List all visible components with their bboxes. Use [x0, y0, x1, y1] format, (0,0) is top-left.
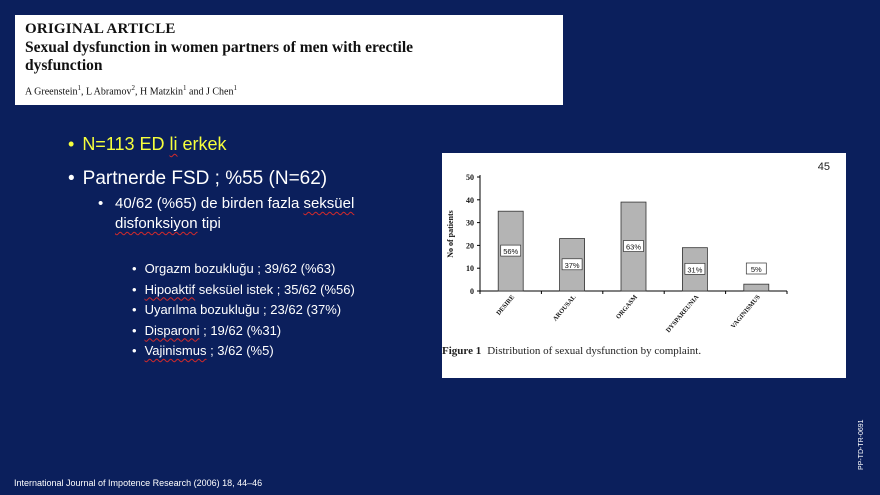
article-title: Sexual dysfunction in women partners of … [25, 39, 414, 74]
document-code: PP-TD-TR-0691 [858, 419, 865, 470]
y-tick-label: 30 [466, 219, 474, 228]
x-tick-label: VAGINISMUS [730, 293, 762, 330]
data-label-box [745, 262, 767, 275]
dysfunction-subitem: • Uyarılma bozukluğu ; 23/62 (37%) [132, 302, 342, 317]
data-label: 63% [626, 243, 641, 252]
citation-footer: International Journal of Impotence Resea… [14, 478, 263, 488]
subitem-term: Disparoni [144, 322, 200, 338]
dysfunction-subitem: • Orgazm bozukluğu ; 39/62 (%63) [132, 261, 336, 276]
subitem-text: seksüel istek ; 35/62 (%56) [195, 281, 355, 297]
data-label-box [623, 240, 644, 252]
bar [743, 283, 770, 292]
y-axis-label: No of patients [446, 210, 455, 258]
data-label-box [684, 262, 706, 275]
data-label-box [561, 258, 583, 271]
dysfunction-subitem: • Hipoaktif seksüel istek ; 35/62 (%56) [132, 281, 355, 297]
data-label: 5% [751, 265, 762, 274]
x-tick-label: ORGASM [615, 294, 639, 321]
x-tick-label: DYSPAREUNIA [665, 294, 701, 335]
data-label-box [500, 244, 522, 257]
figure-caption: Figure 1 Distribution of sexual dysfuncti… [442, 345, 702, 357]
article-header: ORIGINAL ARTICLE Sexual dysfunction in w… [15, 15, 563, 105]
x-tick-label: DESIRE [495, 294, 516, 317]
bullet-multiple-dysfunction: • 40/62 (%65) de birden fazla seksüel di… [98, 195, 355, 232]
y-tick-label: 10 [466, 264, 474, 273]
data-label: 56% [503, 247, 518, 256]
subitem-text: Uyarılma bozukluğu ; 23/62 (37%) [144, 302, 342, 317]
y-tick-label: 0 [470, 287, 474, 296]
x-tick-label: AROUSAL [552, 293, 578, 322]
subitem-term: Hipoaktif [144, 281, 196, 297]
dysfunction-subitem: • Vajinismus ; 3/62 (%5) [132, 343, 274, 358]
data-label: 31% [687, 265, 702, 274]
bullet-fsd-prevalence: • Partnerde FSD ; %55 (N=62) [68, 168, 328, 189]
subitem-text: Orgazm bozukluğu ; 39/62 (%63) [144, 261, 336, 276]
bar-chart: 45 0 10 20 30 40 50 No of patients 56% DESIRE 37% A… [446, 161, 830, 335]
subitem-text: ; 3/62 (%5) [206, 343, 274, 358]
page-number: 45 [818, 161, 830, 173]
y-tick-label: 40 [466, 196, 474, 205]
data-label: 37% [565, 261, 580, 270]
bullet-sample-size: • N=113 ED li erkek [68, 134, 227, 154]
dysfunction-subitem: • Disparoni ; 19/62 (%31) [132, 322, 282, 338]
y-tick-label: 50 [466, 173, 474, 182]
article-kicker: ORIGINAL ARTICLE [25, 21, 176, 37]
y-tick-label: 20 [466, 241, 474, 250]
subitem-text: ; 19/62 (%31) [199, 322, 282, 338]
figure-panel: 45 0 10 20 30 40 50 No of patients 56% DESIRE 37% A… [442, 153, 846, 378]
article-authors: A Greenstein1, L Abramov2, H Matzkin1 an… [25, 84, 237, 98]
subitem-term: Vajinismus [144, 343, 207, 358]
